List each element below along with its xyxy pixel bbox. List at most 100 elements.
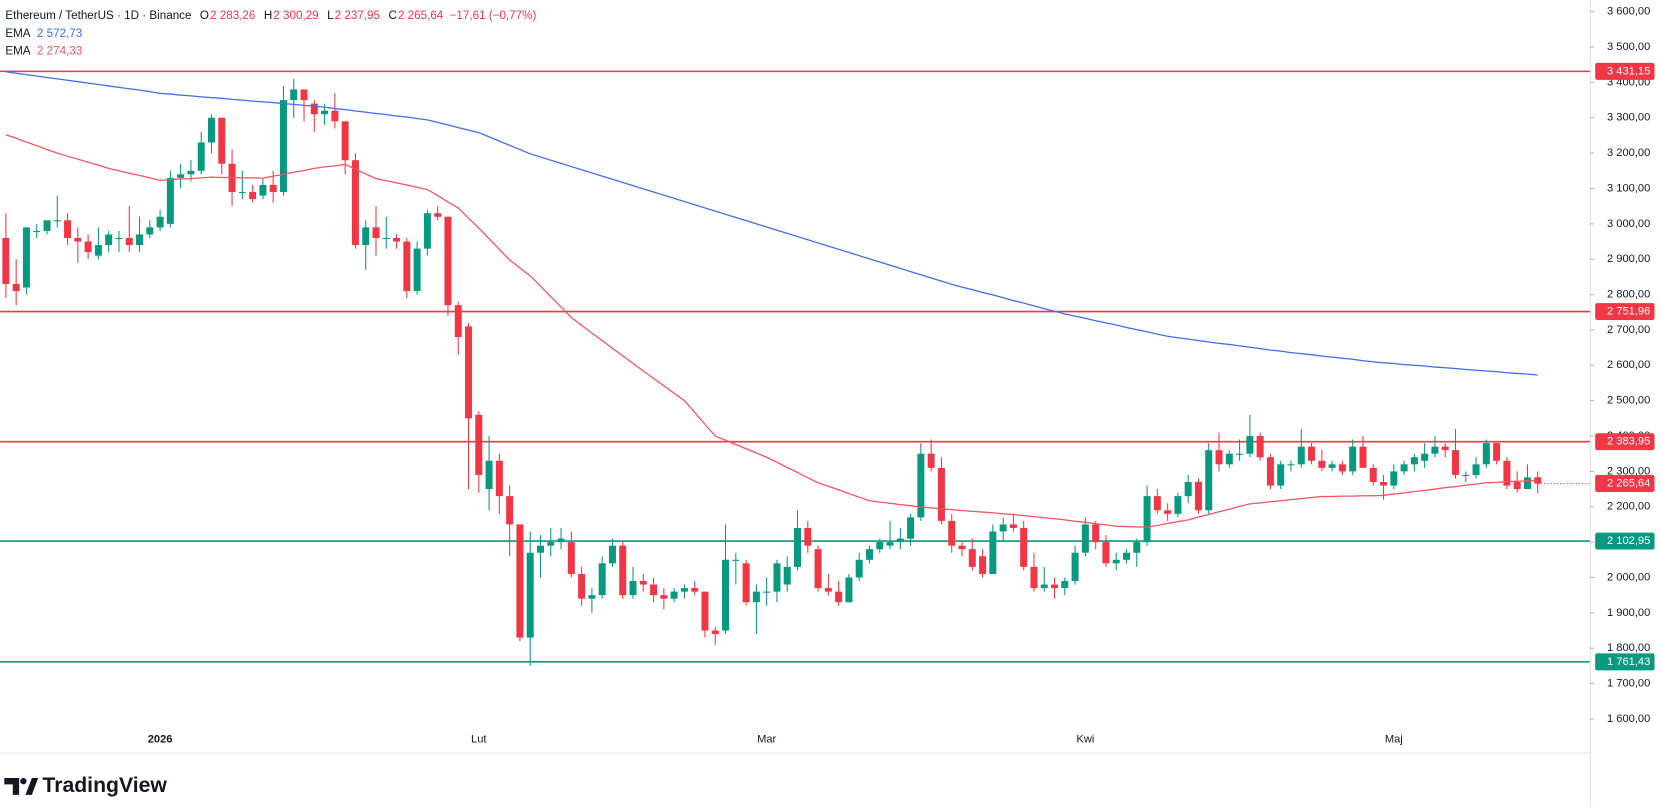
candle-body	[937, 467, 945, 521]
y-tick-label: 2 000,00	[1607, 571, 1650, 583]
candle-body	[1523, 477, 1531, 490]
candle-body	[351, 160, 359, 246]
candle-body	[968, 549, 976, 567]
ohlc-value: 2 237,95	[335, 9, 380, 22]
candle-body	[917, 453, 925, 518]
candle-body	[393, 237, 401, 242]
candle-body	[1400, 464, 1408, 472]
candle-body	[1009, 524, 1017, 528]
candle-body	[321, 110, 329, 115]
candle-body	[763, 591, 771, 593]
candle-body	[619, 545, 627, 596]
candle-body	[979, 556, 987, 574]
candle-body	[824, 588, 832, 592]
price-change: −17,61 (−0,77%)	[450, 9, 537, 22]
candle-body	[927, 453, 935, 468]
candle-body	[310, 103, 318, 115]
ema-line	[5, 134, 1538, 528]
candle-body	[156, 216, 164, 228]
candle-body	[382, 237, 390, 240]
candle-body	[1482, 443, 1490, 465]
candle-body	[1030, 566, 1038, 589]
indicator-name: EMA	[5, 27, 30, 40]
ohlc-key: L	[327, 9, 334, 22]
candle-body	[845, 577, 853, 603]
level-tag-label: 2 751,96	[1607, 305, 1650, 317]
candle-body	[146, 227, 154, 235]
candle-body	[1297, 446, 1305, 465]
candle-body	[722, 559, 730, 631]
candle-body	[639, 581, 647, 585]
candle-body	[2, 237, 10, 284]
candle-body	[279, 100, 287, 193]
candle-body	[1215, 450, 1223, 465]
candle-body	[876, 542, 884, 550]
ohlc-value: 2 283,26	[210, 9, 255, 22]
candle-body	[1061, 581, 1069, 589]
candle-body	[1318, 460, 1326, 468]
ema-line	[5, 71, 1538, 376]
candle-body	[855, 559, 863, 578]
candle-body	[1380, 481, 1388, 486]
indicator-name: EMA	[5, 44, 30, 57]
candle-body	[136, 234, 144, 246]
candle-body	[948, 520, 956, 546]
candle-body	[197, 142, 205, 171]
candle-body	[1256, 436, 1264, 458]
candle-body	[1390, 471, 1398, 486]
brand-logo[interactable]: TradingView	[4, 774, 167, 797]
candle-body	[53, 220, 61, 222]
level-tag	[1595, 532, 1655, 550]
y-tick-label: 2 800,00	[1607, 289, 1650, 301]
level-tag-label: 3 431,15	[1607, 65, 1650, 77]
candle-body	[187, 170, 195, 175]
level-tag	[1595, 653, 1655, 671]
candle-body	[773, 563, 781, 592]
candle-body	[516, 524, 524, 638]
y-tick-label: 1 600,00	[1607, 713, 1650, 725]
symbol-title: Ethereum / TetherUS · 1D · Binance	[5, 9, 191, 22]
candle-body	[896, 538, 904, 543]
candle-body	[33, 230, 41, 232]
candle-body	[1493, 443, 1501, 461]
candle-body	[1287, 464, 1295, 466]
y-tick-label: 3 300,00	[1607, 112, 1650, 124]
candle-body	[475, 414, 483, 475]
y-tick-label: 3 100,00	[1607, 182, 1650, 194]
symbol-line: Ethereum / TetherUS · 1D · Binance O2 283…	[5, 9, 536, 22]
level-tag-label: 1 761,43	[1607, 656, 1650, 668]
candle-body	[1534, 477, 1542, 484]
candle-body	[989, 531, 997, 574]
x-tick-label: 2026	[148, 734, 173, 746]
candle-body	[794, 527, 802, 567]
indicator-value: 2 274,33	[37, 44, 82, 57]
candle-body	[701, 591, 709, 631]
ohlc-value: 2 300,29	[273, 9, 318, 22]
candle-body	[814, 549, 822, 589]
y-tick-label: 3 600,00	[1607, 6, 1650, 18]
candle-body	[526, 552, 534, 638]
candle-body	[1328, 464, 1336, 468]
candle-body	[1513, 481, 1521, 490]
level-tag	[1595, 303, 1655, 321]
candle-body	[423, 213, 431, 249]
candle-body	[865, 549, 873, 560]
candle-body	[207, 117, 215, 143]
x-tick-label: Kwi	[1076, 734, 1094, 746]
candle-body	[907, 517, 915, 539]
candle-body	[598, 563, 606, 596]
candle-body	[1051, 584, 1059, 589]
candle-body	[1338, 464, 1346, 472]
candle-body	[1194, 481, 1202, 511]
y-tick-label: 1 700,00	[1607, 678, 1650, 690]
ohlc-value: 2 265,64	[398, 9, 444, 22]
candle-body	[1359, 446, 1367, 468]
brand-name: TradingView	[42, 774, 167, 797]
candle-body	[105, 234, 113, 246]
indicator-value: 2 572,73	[37, 27, 82, 40]
candle-body	[1122, 552, 1130, 560]
candle-body	[1349, 446, 1357, 472]
level-tag-label: 2 102,95	[1607, 535, 1650, 547]
candle-body	[64, 220, 72, 238]
candle-body	[269, 184, 277, 193]
